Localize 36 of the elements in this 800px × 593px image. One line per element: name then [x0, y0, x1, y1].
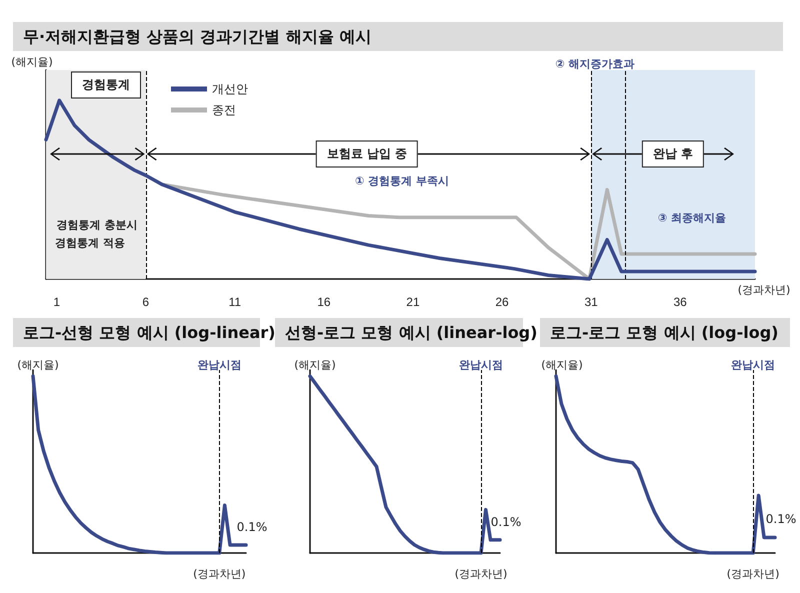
- text: 완납시점: [731, 358, 776, 372]
- annotation: ③ 최종해지율: [658, 210, 726, 226]
- x-axis-title: (경과차년): [454, 566, 508, 582]
- legend-label: 종전: [212, 103, 236, 117]
- chart-title: 무·저해지환급형 상품의 경과기간별 해지율 예시: [13, 22, 783, 51]
- annotation: 0.1%: [236, 520, 268, 534]
- x-tick-label: 31: [584, 295, 598, 309]
- annotation: 0.1%: [766, 512, 796, 526]
- annotation: ① 경험통계 부족시: [355, 174, 449, 188]
- y-axis-title: (해지율): [294, 358, 336, 372]
- x-tick-label: 26: [495, 295, 510, 309]
- x-tick-label: 16: [317, 295, 331, 309]
- y-axis-title: (해지율): [11, 54, 53, 70]
- text: 완납시점: [197, 358, 242, 372]
- chart-title: 로그-선형 모형 예시 (log-linear): [22, 322, 276, 344]
- y-axis-title: (해지율): [541, 358, 583, 372]
- text: ② 해지증가효과: [555, 56, 635, 72]
- annotation: 완납 후: [642, 140, 704, 168]
- annotation: 경험통계 적용: [55, 236, 125, 250]
- x-tick-label: 11: [228, 295, 242, 309]
- annotation: 경험통계 충분시: [56, 218, 138, 232]
- legend-label: 개선안: [212, 82, 248, 96]
- y-axis-title: (해지율): [17, 358, 59, 372]
- x-tick-label: 1: [53, 295, 60, 309]
- text: 경험통계: [71, 72, 141, 98]
- annotation: 0.1%: [490, 514, 522, 529]
- text: 완납시점: [459, 358, 503, 372]
- x-axis-title: (경과차년): [738, 282, 790, 298]
- x-tick-label: 6: [142, 295, 150, 309]
- chart-title: 로그-로그 모형 예시 (log-log): [540, 318, 790, 347]
- x-tick-label: 36: [674, 295, 688, 309]
- x-axis-title: (경과차년): [193, 566, 246, 582]
- x-tick-label: 21: [406, 295, 420, 309]
- chart-title: 선형-로그 모형 예시 (linear-log): [284, 322, 538, 344]
- annotation: 보험료 납입 중: [316, 140, 418, 168]
- x-axis-title: (경과차년): [726, 566, 780, 582]
